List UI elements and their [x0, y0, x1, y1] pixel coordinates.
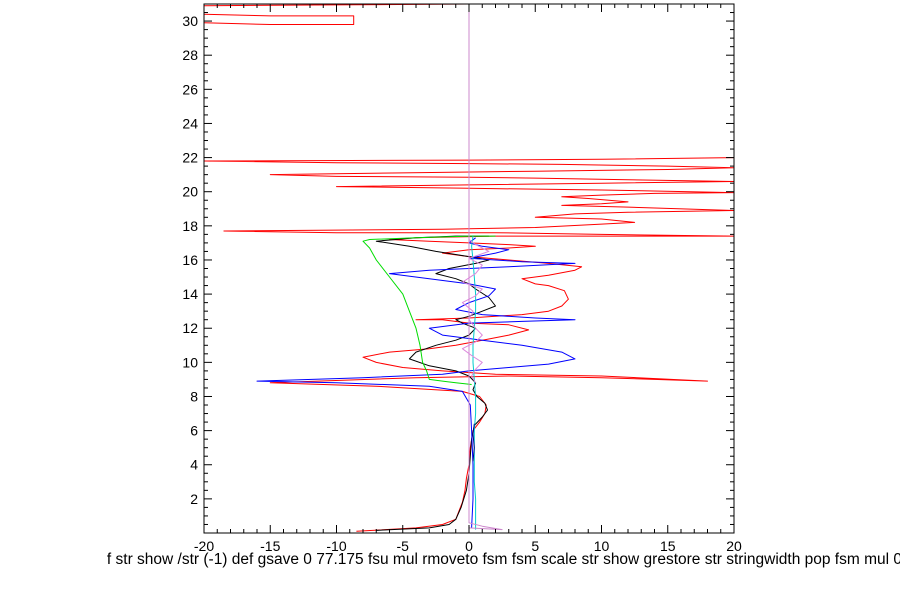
y-tick-label: 6 — [190, 423, 198, 439]
series-line-0 — [204, 157, 734, 532]
series-line-6 — [471, 236, 477, 530]
series-line-5 — [362, 235, 496, 385]
series-line-3 — [375, 235, 496, 531]
y-tick-label: 20 — [182, 184, 198, 200]
tick-marks — [203, 3, 735, 534]
x-tick-label: -5 — [397, 538, 410, 554]
y-tick-label: 22 — [182, 150, 198, 166]
series-line-8 — [461, 239, 490, 384]
y-tick-label: 10 — [182, 354, 198, 370]
y-tick-label: 12 — [182, 320, 198, 336]
x-tick-label: -20 — [194, 538, 214, 554]
x-tick-label: 15 — [660, 538, 676, 554]
series-line-1 — [204, 13, 355, 25]
y-tick-label: 14 — [182, 286, 198, 302]
y-tick-label: 18 — [182, 218, 198, 234]
x-tick-label: -15 — [260, 538, 280, 554]
y-tick-label: 4 — [190, 457, 198, 473]
x-tick-label: -10 — [326, 538, 346, 554]
y-tick-label: 16 — [182, 252, 198, 268]
series-line-7 — [468, 4, 503, 531]
y-tick-label: 30 — [182, 13, 198, 29]
tick-labels: -20 -15 -10 -5 0 5 10 15 20246810121416182022242… — [182, 13, 742, 554]
y-tick-label: 28 — [182, 47, 198, 63]
y-tick-label: 26 — [182, 81, 198, 97]
caption-text: f str show /str (-1) def gsave 0 77.175 … — [106, 551, 900, 568]
y-tick-label: 24 — [182, 115, 198, 131]
series-group — [204, 4, 734, 532]
postscript-caption: f str show /str (-1) def gsave 0 77.175 … — [0, 551, 900, 573]
x-tick-label: 10 — [594, 538, 610, 554]
series-line-9 — [472, 423, 475, 462]
x-tick-label: 20 — [726, 538, 742, 554]
series-line-4 — [256, 237, 576, 528]
y-tick-label: 8 — [190, 388, 198, 404]
x-tick-label: 0 — [465, 538, 473, 554]
y-tick-label: 2 — [190, 491, 198, 507]
x-tick-label: 5 — [531, 538, 539, 554]
